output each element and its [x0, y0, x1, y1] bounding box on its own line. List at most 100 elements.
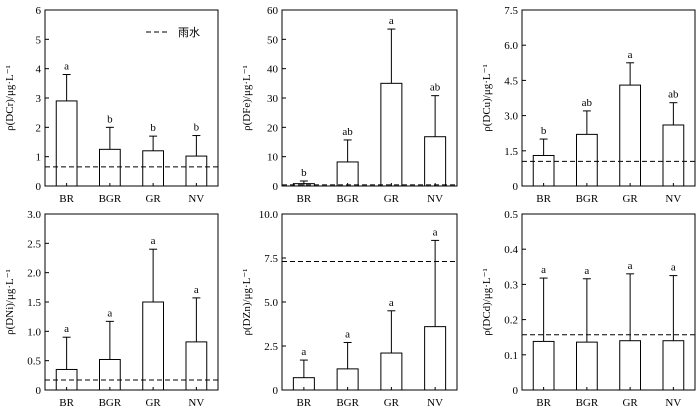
x-tick-label: BGR [336, 193, 359, 205]
y-tick-label: 0 [513, 385, 519, 397]
y-tick-label: 20 [267, 122, 279, 134]
bar-br [532, 340, 555, 391]
bar-nv [424, 136, 447, 187]
significance-label: ab [430, 82, 441, 94]
bar-bgr [336, 161, 359, 187]
significance-label: a [107, 307, 112, 319]
bar-bgr [575, 133, 598, 187]
y-tick-label: 0.2 [504, 315, 518, 327]
bar-gr [380, 352, 403, 391]
y-axis-label: ρ(DZn)/μg·L⁻¹ [241, 269, 253, 336]
chart-panel-1: 0 1 2 3 4 5 6 ρ(DCr)/μg·L⁻¹ a BR b BGR b GR b NV 雨水 [4, 5, 219, 205]
plot-frame [521, 9, 696, 187]
y-tick-label: 0 [36, 385, 42, 397]
bar-nv [185, 155, 208, 187]
y-tick-label: 1.0 [27, 326, 41, 338]
y-tick-label: 0.5 [27, 356, 41, 368]
chart-panel-6: 0 0.1 0.2 0.3 0.4 0.5 ρ(DCd)/μg·L⁻¹ a BR a BGR a GR a… [481, 209, 696, 409]
x-tick-label: GR [622, 397, 638, 409]
significance-label: a [64, 323, 69, 335]
x-tick-label: GR [384, 397, 400, 409]
y-tick-label: 0.4 [504, 244, 518, 256]
x-tick-label: BGR [99, 397, 122, 409]
x-tick-label: NV [427, 397, 443, 409]
x-tick-label: GR [145, 193, 161, 205]
bar-gr [619, 84, 642, 187]
significance-label: a [389, 297, 394, 309]
y-tick-label: 10 [267, 152, 279, 164]
x-tick-label: GR [384, 193, 400, 205]
significance-label: a [671, 262, 676, 274]
significance-label: a [151, 235, 156, 247]
x-tick-label: NV [188, 193, 204, 205]
bar-bgr [336, 368, 359, 391]
x-tick-label: NV [188, 397, 204, 409]
y-tick-label: 60 [267, 5, 279, 17]
x-tick-label: BR [297, 193, 312, 205]
bar-bgr [98, 358, 121, 391]
y-tick-label: 1.5 [504, 146, 518, 158]
bar-nv [185, 341, 208, 391]
y-tick-label: 30 [267, 93, 279, 105]
x-tick-label: BR [536, 193, 551, 205]
chart-panel-5: 0 2.5 5.0 7.5 10.0 ρ(DZn)/μg·L⁻¹ a BR a BGR a GR a NV [241, 209, 458, 409]
plot-frame [521, 213, 696, 391]
x-tick-label: BR [59, 193, 74, 205]
significance-label: b [301, 167, 307, 179]
significance-label: a [194, 284, 199, 296]
chart-panel-3: 0 1.5 3.0 4.5 6.0 7.5 ρ(DCu)/μg·L⁻¹ b BR ab BGR a GR… [481, 5, 696, 205]
x-tick-label: GR [145, 397, 161, 409]
y-tick-label: 5 [36, 34, 42, 46]
y-tick-label: 2.5 [264, 341, 278, 353]
y-tick-label: 0.5 [504, 209, 518, 221]
significance-label: ab [668, 89, 679, 101]
y-tick-label: 7.5 [264, 253, 278, 265]
bar-bgr [575, 341, 598, 391]
y-tick-label: 2.0 [27, 268, 41, 280]
y-tick-label: 2.5 [27, 238, 41, 250]
significance-label: a [541, 264, 546, 276]
x-tick-label: BGR [576, 397, 599, 409]
y-axis-label: ρ(DCr)/μg·L⁻¹ [4, 65, 16, 131]
bar-br [55, 100, 78, 187]
y-tick-label: 1 [36, 152, 42, 164]
x-tick-label: BR [536, 397, 551, 409]
significance-label: a [64, 61, 69, 73]
y-tick-label: 3.0 [504, 111, 518, 123]
significance-label: b [107, 113, 113, 125]
y-tick-label: 2 [36, 122, 42, 134]
significance-label: a [433, 226, 438, 238]
x-tick-label: BGR [336, 397, 359, 409]
significance-label: a [345, 328, 350, 340]
legend-label: 雨水 [178, 26, 200, 39]
y-tick-label: 4 [36, 64, 42, 76]
bar-gr [380, 82, 403, 187]
significance-label: ab [582, 97, 593, 109]
x-tick-label: NV [665, 397, 681, 409]
y-tick-label: 0.1 [504, 350, 518, 362]
significance-label: a [628, 49, 633, 61]
y-tick-label: 0 [273, 385, 279, 397]
bar-bgr [98, 148, 121, 187]
y-tick-label: 5.0 [264, 297, 278, 309]
x-tick-label: GR [622, 193, 638, 205]
y-tick-label: 6.0 [504, 40, 518, 52]
y-axis-label: ρ(DFe)/μg·L⁻¹ [241, 65, 253, 131]
chart-panel-4: 0 0.5 1.0 1.5 2.0 2.5 3.0 ρ(DNi)/μg·L⁻¹ a BR a BGR a… [4, 209, 219, 409]
y-tick-label: 3.0 [27, 209, 41, 221]
x-tick-label: BR [297, 397, 312, 409]
bar-nv [662, 124, 685, 187]
y-tick-label: 10.0 [259, 209, 279, 221]
bar-nv [424, 326, 447, 391]
y-tick-label: 0 [36, 181, 42, 193]
y-tick-label: 0 [513, 181, 519, 193]
x-tick-label: BGR [576, 193, 599, 205]
x-tick-label: NV [665, 193, 681, 205]
significance-label: ab [342, 126, 353, 138]
y-axis-label: ρ(DCd)/μg·L⁻¹ [481, 268, 493, 336]
bar-nv [662, 340, 685, 391]
significance-label: b [150, 122, 156, 134]
y-axis-label: ρ(DCu)/μg·L⁻¹ [481, 64, 493, 132]
